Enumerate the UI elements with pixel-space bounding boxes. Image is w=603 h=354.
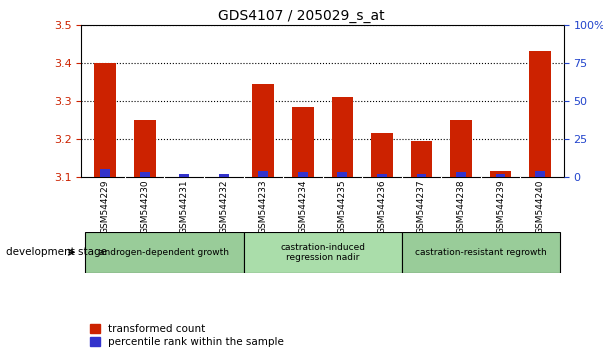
Text: GSM544232: GSM544232 (219, 180, 229, 234)
Text: development stage: development stage (6, 247, 107, 257)
Bar (259, 171, 268, 177)
Bar (417, 174, 426, 177)
Text: GSM544234: GSM544234 (298, 180, 308, 234)
Text: GSM544229: GSM544229 (101, 180, 110, 234)
Legend: transformed count, percentile rank within the sample: transformed count, percentile rank withi… (90, 324, 284, 347)
Bar (100, 169, 110, 177)
Bar (535, 171, 545, 177)
Bar (490, 171, 511, 177)
Text: GSM544237: GSM544237 (417, 180, 426, 234)
Bar (94, 63, 116, 177)
Bar (377, 174, 387, 177)
Bar (411, 141, 432, 177)
Bar (134, 120, 156, 177)
Text: GSM544230: GSM544230 (140, 180, 149, 234)
Bar (244, 232, 402, 273)
Bar (140, 172, 150, 177)
Bar (529, 51, 551, 177)
Bar (456, 172, 466, 177)
Text: GSM544235: GSM544235 (338, 180, 347, 234)
Bar (292, 107, 314, 177)
Text: GSM544236: GSM544236 (377, 180, 387, 234)
Bar (86, 232, 244, 273)
Bar (496, 174, 505, 177)
Text: GSM544231: GSM544231 (180, 180, 189, 234)
Text: GSM544239: GSM544239 (496, 180, 505, 234)
Bar (402, 232, 560, 273)
Text: GSM544238: GSM544238 (456, 180, 466, 234)
Bar (253, 84, 274, 177)
Text: GDS4107 / 205029_s_at: GDS4107 / 205029_s_at (218, 9, 385, 23)
Bar (371, 133, 393, 177)
Text: castration-induced
regression nadir: castration-induced regression nadir (280, 242, 365, 262)
Text: GSM544233: GSM544233 (259, 180, 268, 234)
Text: GSM544240: GSM544240 (535, 180, 545, 234)
Bar (332, 97, 353, 177)
Bar (179, 174, 189, 177)
Bar (450, 120, 472, 177)
Text: androgen-dependent growth: androgen-dependent growth (99, 248, 229, 257)
Bar (338, 172, 347, 177)
Bar (298, 172, 308, 177)
Bar (219, 174, 229, 177)
Text: castration-resistant regrowth: castration-resistant regrowth (415, 248, 547, 257)
